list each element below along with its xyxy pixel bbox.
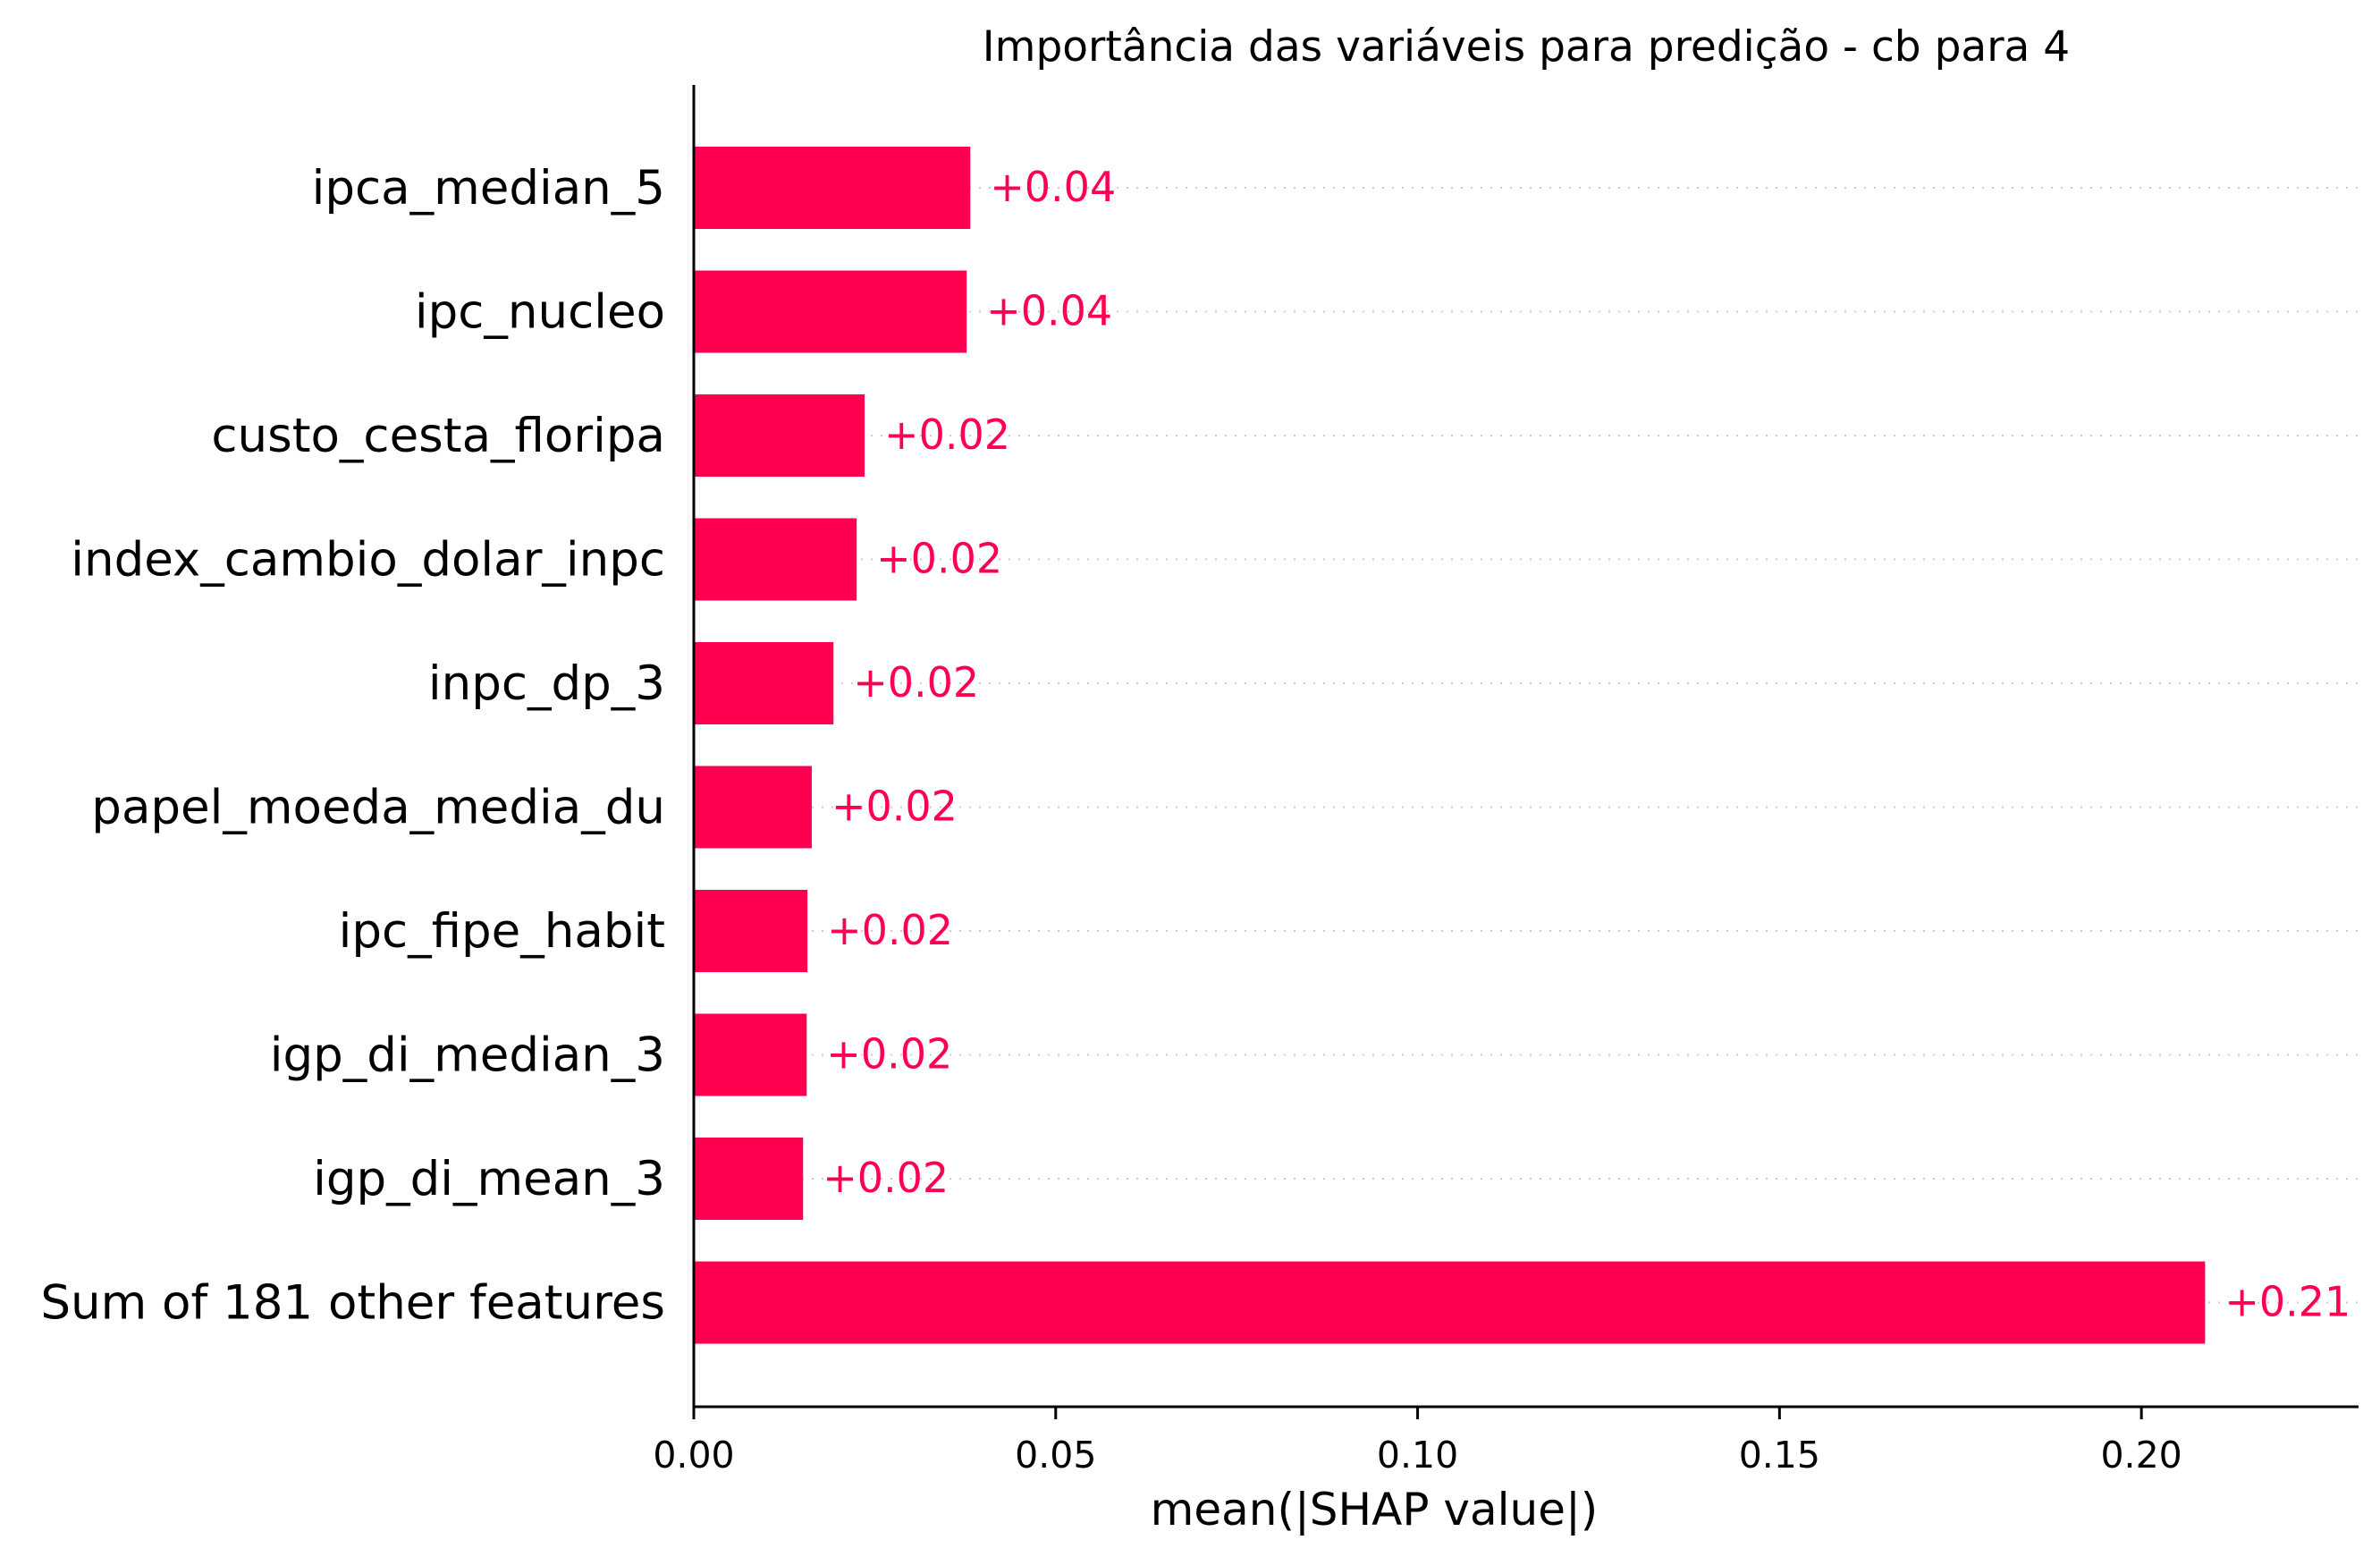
bar <box>694 394 865 477</box>
bar-value-label: +0.02 <box>831 783 958 831</box>
guide-lines <box>694 187 2359 1304</box>
bar-value-label: +0.21 <box>2224 1278 2350 1326</box>
bar <box>694 1013 807 1096</box>
x-ticks: 0.00 0.05 0.10 0.15 0.20 <box>653 1407 2182 1477</box>
bars <box>694 147 2206 1344</box>
bar <box>694 518 857 601</box>
category-label: inpc_dp_3 <box>428 656 665 711</box>
bar-value-label: +0.04 <box>986 287 1112 335</box>
bar <box>694 766 812 849</box>
x-tick-label: 0.00 <box>653 1434 734 1477</box>
category-label: igp_di_mean_3 <box>313 1152 665 1206</box>
bar-value-label: +0.02 <box>884 410 1010 459</box>
category-label: ipc_fipe_habit <box>339 904 665 959</box>
category-label: custo_cesta_floripa <box>211 409 665 463</box>
bar-value-label: +0.04 <box>990 163 1116 211</box>
category-label: papel_moeda_media_du <box>91 781 665 835</box>
bar-value-label: +0.02 <box>826 1030 952 1079</box>
category-label: index_cambio_dolar_inpc <box>71 533 665 588</box>
bar <box>694 270 967 353</box>
bar-value-label: +0.02 <box>827 906 953 954</box>
category-labels: ipca_median_5 ipc_nucleo custo_cesta_flori… <box>40 161 665 1331</box>
bar <box>694 1261 2206 1344</box>
x-tick-label: 0.20 <box>2100 1434 2182 1477</box>
category-label: ipca_median_5 <box>312 161 665 216</box>
bar-value-label: +0.02 <box>853 658 979 707</box>
value-labels: +0.04 +0.04 +0.02 +0.02 +0.02 +0.02 +0.02 +0.02… <box>823 163 2350 1326</box>
bar <box>694 642 834 724</box>
category-label: Sum of 181 other features <box>40 1276 665 1331</box>
category-label: ipc_nucleo <box>415 285 665 340</box>
bar <box>694 890 808 972</box>
x-tick-label: 0.15 <box>1739 1434 1820 1477</box>
category-label: igp_di_median_3 <box>270 1028 665 1083</box>
bar-value-label: +0.02 <box>823 1154 949 1202</box>
x-tick-label: 0.05 <box>1015 1434 1096 1477</box>
bar <box>694 1138 804 1220</box>
x-axis-label: mean(|SHAP value|) <box>1151 1484 1599 1536</box>
x-tick-label: 0.10 <box>1377 1434 1458 1477</box>
bar-value-label: +0.02 <box>876 535 1002 583</box>
bar <box>694 147 971 229</box>
chart-title: Importância das variáveis para predição … <box>983 22 2070 72</box>
